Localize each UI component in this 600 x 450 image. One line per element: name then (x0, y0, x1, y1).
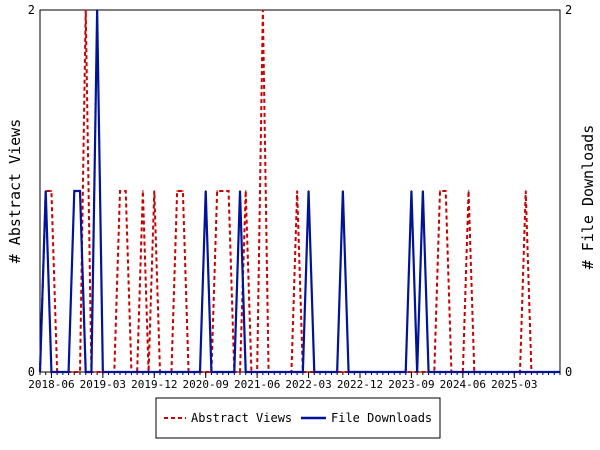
data-point (44, 190, 47, 192)
data-point (227, 190, 230, 192)
legend: Abstract Views File Downloads (155, 397, 441, 439)
data-point (422, 190, 424, 192)
y-left-axis-label: # Abstract Views (6, 119, 24, 264)
data-point (119, 190, 121, 192)
x-axis-labels: 2018-06 2019-03 2019-12 2020-09 2021-06 2022-… (28, 372, 537, 391)
data-point (444, 190, 447, 192)
x-tick-label: 2022-03 (285, 378, 331, 391)
data-point (244, 190, 247, 192)
legend-box (155, 397, 441, 439)
plot-area (39, 9, 561, 373)
data-point (182, 190, 184, 192)
y-left-tick-bottom: 0 (28, 365, 35, 379)
x-tick-label: 2025-03 (491, 378, 537, 391)
data-point (222, 190, 224, 192)
legend-label-file-downloads: File Downloads (331, 411, 432, 425)
data-point (216, 190, 218, 192)
series-layer (38, 9, 560, 374)
data-point (153, 190, 156, 192)
data-point (73, 190, 76, 192)
series-line-file-downloads (38, 9, 560, 374)
x-tick-label: 2020-09 (183, 378, 229, 391)
data-point (342, 190, 344, 192)
x-tick-label: 2019-03 (80, 378, 126, 391)
data-point (124, 190, 127, 192)
data-point (84, 9, 87, 11)
data-point (142, 190, 144, 192)
data-point (307, 190, 310, 192)
y-right-tick-bottom: 0 (565, 365, 572, 379)
y-right-tick-top: 2 (565, 3, 572, 17)
data-point (79, 190, 81, 192)
x-tick-label: 2018-06 (28, 378, 74, 391)
data-point (176, 190, 178, 192)
data-point (262, 9, 264, 11)
data-point (239, 190, 241, 192)
data-point (204, 190, 207, 192)
x-tick-label: 2023-09 (388, 378, 434, 391)
data-point (467, 190, 470, 192)
data-point (524, 190, 527, 192)
x-tick-label: 2019-12 (131, 378, 177, 391)
x-tick-label: 2024-06 (440, 378, 486, 391)
data-point (50, 190, 53, 192)
data-point (439, 190, 441, 192)
data-point (296, 190, 298, 192)
y-left-tick-top: 2 (28, 3, 35, 17)
data-point (96, 9, 98, 11)
x-tick-label: 2021-06 (234, 378, 280, 391)
series-line-abstract-views (39, 9, 560, 373)
x-tick-label: 2022-12 (337, 378, 383, 391)
data-point (410, 190, 413, 192)
y-right-axis-label: # File Downloads (579, 125, 597, 270)
legend-label-abstract-views: Abstract Views (191, 411, 292, 425)
